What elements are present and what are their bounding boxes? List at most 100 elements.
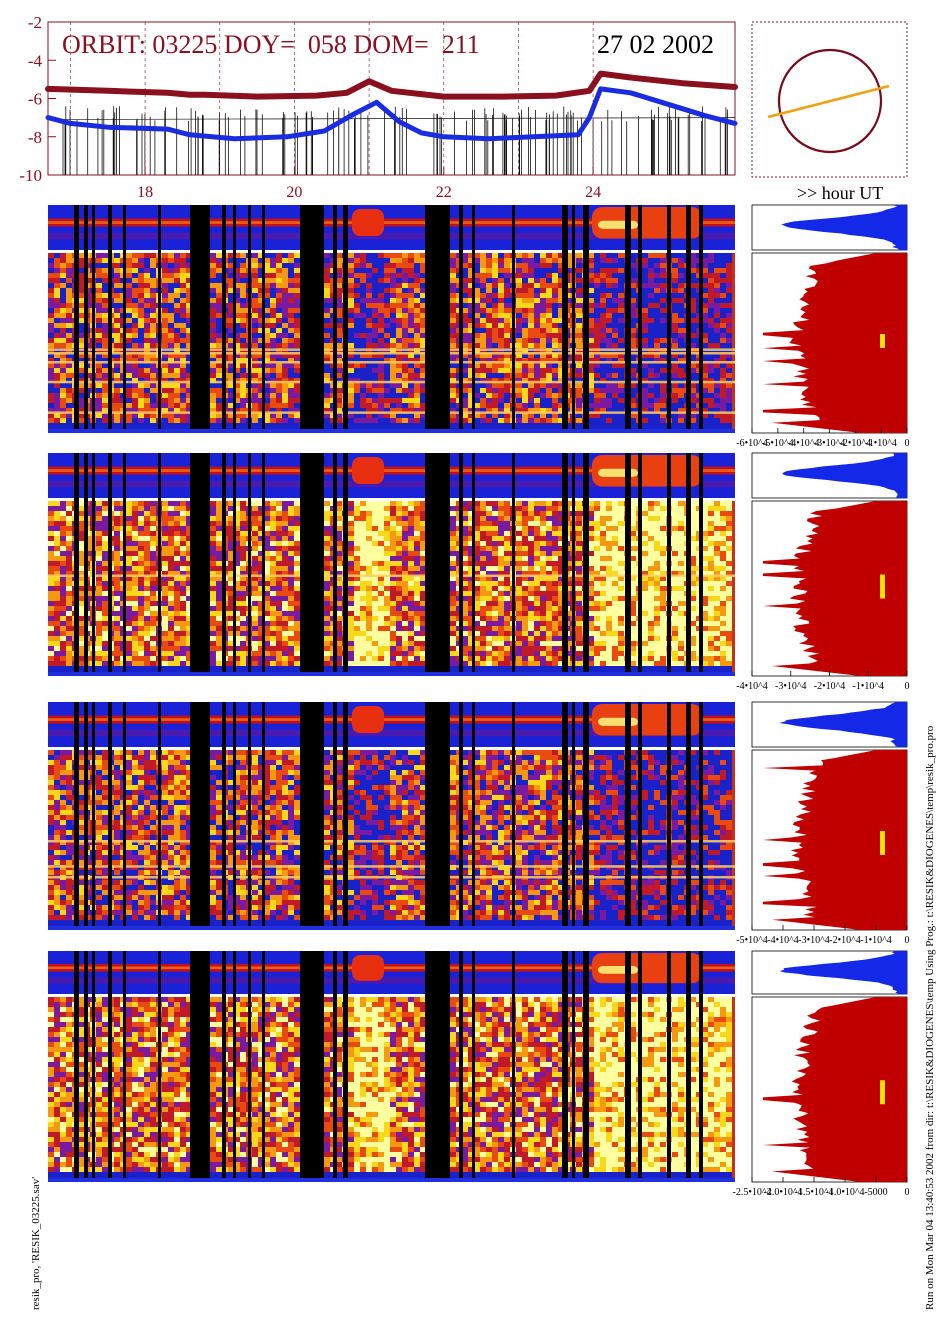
hist-tick-label: 0	[905, 935, 910, 946]
spectral-line	[48, 348, 735, 351]
data-gap-column	[300, 205, 310, 433]
histogram-panel: -4•10^4 -3•10^4 -2•10^4 -1•10^4 0	[736, 452, 910, 692]
spectrogram-stack	[48, 205, 735, 1182]
hour-ut-label: >> hour UT	[797, 183, 884, 203]
data-gap-column	[343, 453, 348, 676]
data-gap-column	[158, 951, 161, 1182]
y-tick-label: -2	[28, 13, 42, 32]
hist-tick-label: -4•10^4	[736, 681, 768, 692]
data-gap-column	[123, 702, 126, 930]
data-gap-column	[638, 205, 642, 433]
data-gap-column	[425, 205, 450, 433]
data-gap-column	[300, 951, 310, 1182]
data-gap-column	[333, 702, 337, 930]
flare-blob	[592, 704, 702, 736]
spectrogram-pixels	[48, 750, 732, 920]
data-gap-column	[92, 702, 95, 930]
flare-blob	[592, 953, 702, 984]
channel-strip-lower-band	[48, 232, 735, 240]
data-gap-column	[233, 702, 236, 930]
data-gap-column	[233, 453, 236, 676]
data-gap-column	[667, 702, 671, 930]
y-tick-label: -10	[19, 166, 42, 185]
y-tick-label: -6	[28, 90, 42, 109]
spectrogram-bottom-edge	[48, 429, 735, 433]
data-gap-column	[74, 702, 79, 930]
data-gap-column	[343, 205, 348, 433]
data-gap-column	[123, 951, 126, 1182]
small-histogram-bars	[781, 205, 907, 250]
x-tick-label: 20	[286, 184, 302, 201]
data-gap-column	[686, 453, 691, 676]
large-histogram-bars	[762, 253, 907, 433]
data-gap-column	[333, 205, 337, 433]
data-gap-column	[222, 205, 226, 433]
hist-tick-label: -1•10^4	[852, 681, 884, 692]
spectral-line	[48, 361, 735, 364]
hist-tick-label: -5•10^4	[736, 935, 768, 946]
data-gap-column	[333, 453, 337, 676]
x-tick-label: 18	[137, 184, 153, 201]
data-gap-column	[699, 453, 703, 676]
histogram-panel: -2.5•10^4-2.0•10^4-1.5•10^4-1.0•10^4 -500…	[732, 950, 910, 1198]
spectral-line	[48, 840, 735, 843]
data-gap-column	[583, 702, 589, 930]
data-gap-column	[123, 205, 126, 433]
hist-tick-label: -4•10^4	[788, 438, 820, 449]
data-gap-column	[667, 453, 671, 676]
spectrogram-pixels	[48, 997, 732, 1172]
flare-blob	[592, 207, 702, 239]
data-gap-column	[638, 453, 642, 676]
data-gap-column	[84, 205, 88, 433]
spectrogram-pixels	[48, 253, 732, 423]
channel-strip-core	[48, 718, 735, 721]
data-gap-column	[74, 205, 79, 433]
data-gap-column	[158, 702, 161, 930]
hist-tick-label: -4•10^4	[767, 935, 799, 946]
spectral-line	[48, 380, 735, 384]
hist-tick-label: -2.5•10^4	[732, 1187, 771, 1198]
data-gap-column	[638, 951, 642, 1182]
strip-separator	[48, 994, 735, 997]
data-gap-column	[459, 702, 463, 930]
data-gap-column	[74, 453, 79, 676]
histogram-panel: -6•10^4-5•10^4-4•10^4-3•10^4-2•10^4-1•10…	[736, 204, 910, 449]
large-histogram-bars	[762, 501, 907, 676]
hist-tick-label: 0	[905, 438, 910, 449]
data-gap-column	[74, 951, 79, 1182]
data-gap-column	[425, 453, 450, 676]
data-gap-column	[248, 702, 251, 930]
data-gap-column	[472, 453, 475, 676]
data-gap-column	[262, 205, 265, 433]
spectrogram-pixels	[48, 501, 594, 666]
data-gap-column	[425, 702, 450, 930]
channel-strip-core	[48, 966, 735, 970]
hist-tick-label: -1.5•10^4	[794, 1187, 833, 1198]
date-label: 27 02 2002	[597, 30, 714, 59]
data-gap-column	[158, 205, 161, 433]
run-info-label: Run on Mon Mar 04 13:40:53 2002 from dir…	[924, 725, 936, 1310]
orbit-panel	[751, 21, 908, 178]
channel-strip-core	[48, 469, 735, 472]
spectral-line	[48, 865, 735, 868]
small-histogram-bars	[779, 702, 907, 747]
source-file-label: resik_pro, 'RESIK_03225.sav'	[30, 1176, 42, 1310]
data-gap-column	[572, 453, 575, 676]
data-gap-column	[583, 205, 589, 433]
data-gap-column	[512, 702, 515, 930]
data-gap-column	[562, 702, 568, 930]
data-gap-column	[562, 205, 568, 433]
hist-tick-label: -3•10^4	[798, 935, 830, 946]
data-gap-column	[222, 453, 226, 676]
channel-strip-lower-band	[48, 729, 735, 737]
data-gap-column	[625, 951, 631, 1182]
x-tick-label: 22	[436, 184, 452, 201]
hist-tick-label: -2•10^4	[840, 438, 872, 449]
spectrogram-pixels	[48, 501, 732, 666]
spectrogram-pixels	[48, 501, 732, 666]
data-gap-column	[190, 453, 210, 676]
data-gap-column	[562, 453, 568, 676]
data-gap-column	[333, 951, 337, 1182]
small-histogram-bars	[782, 453, 907, 498]
